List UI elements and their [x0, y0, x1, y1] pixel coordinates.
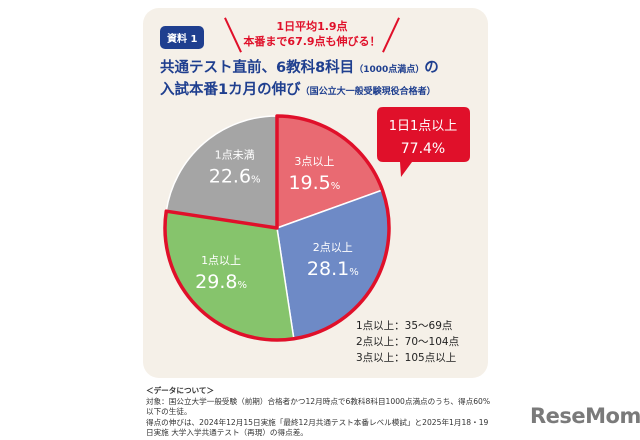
slice-value: 19.5%: [288, 172, 340, 194]
legend-item: 2点以上：70〜104点: [356, 336, 460, 348]
slice-label: 3点以上: [294, 155, 334, 168]
slice-value: 22.6%: [209, 166, 261, 188]
highlight-outline: [163, 114, 391, 342]
slice-value: 29.8%: [195, 271, 247, 293]
title-line2: 入試本番1カ月の伸び: [160, 82, 301, 98]
callout-label: 1日1点以上: [389, 119, 458, 134]
headline-line2: 本番まで67.9点も伸びる！: [243, 35, 381, 48]
pie-slice: [165, 115, 278, 229]
slice-value: 28.1%: [307, 258, 359, 280]
callout-value: 77.4%: [401, 141, 445, 157]
title-note2: （国公立大一般受験現役合格者）: [300, 87, 436, 97]
legend: 1点以上：35〜69点 2点以上：70〜104点 3点以上：105点以上: [356, 318, 459, 366]
legend-item: 3点以上：105点以上: [356, 352, 457, 364]
slice-label: 1点以上: [201, 254, 241, 267]
legend-item: 1点以上：35〜69点: [356, 320, 453, 332]
headline-line1: 1日平均1.9点: [276, 20, 348, 33]
title-note1: （1000点満点）: [354, 65, 425, 75]
notes-line: 対象：国公立大学一般受験（前期）合格者かつ12月時点で6教科8科目1000点満点…: [146, 396, 491, 417]
data-notes: ＜データについて＞ 対象：国公立大学一般受験（前期）合格者かつ12月時点で6教科…: [146, 386, 491, 439]
chart-title: 共通テスト直前、6教科8科目（1000点満点）の 入試本番1カ月の伸び（国公立大…: [160, 58, 439, 102]
slice-label: 1点未満: [215, 149, 255, 162]
title-line1-end: の: [424, 60, 439, 76]
notes-line: 得点の伸びは、2024年12月15日実施「最終12月共通テスト本番レベル模試」と…: [146, 417, 489, 438]
notes-heading: ＜データについて＞: [146, 386, 215, 395]
resemom-logo: ReseMom: [530, 404, 640, 428]
source-badge: 資料 1: [160, 26, 205, 49]
title-line1: 共通テスト直前、6教科8科目: [160, 60, 355, 76]
slice-label: 2点以上: [313, 241, 353, 254]
highlight-callout: [377, 107, 470, 177]
headline: 1日平均1.9点 本番まで67.9点も伸びる！: [222, 19, 402, 49]
